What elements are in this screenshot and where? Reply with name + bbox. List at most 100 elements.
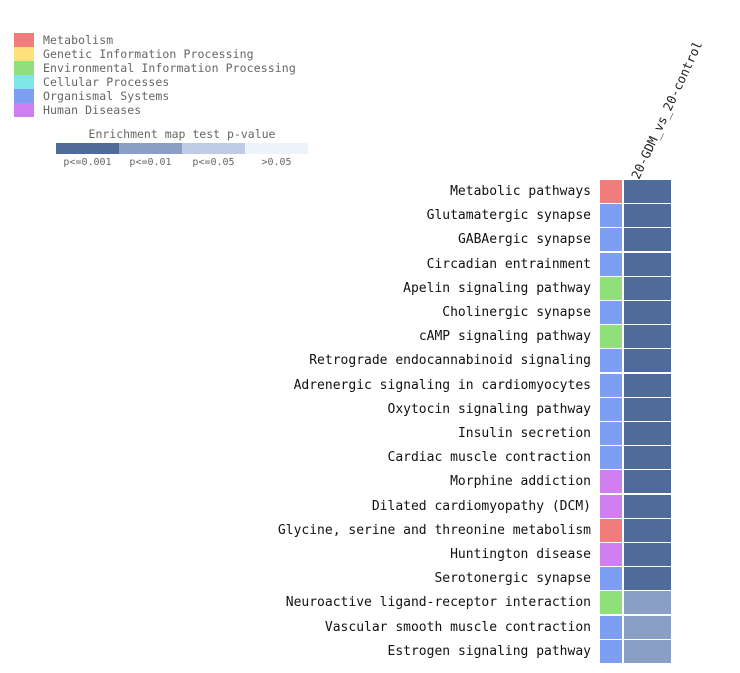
pathway-label: Oxytocin signaling pathway	[387, 401, 592, 417]
legend-label: Organismal Systems	[43, 89, 170, 103]
scale-label: p<=0.01	[129, 157, 172, 168]
category-cell	[600, 276, 624, 301]
heatmap-row: Insulin secretion	[0, 422, 740, 446]
heatmap-row: Oxytocin signaling pathway	[0, 397, 740, 422]
category-cell	[600, 591, 624, 616]
category-cell	[600, 470, 624, 495]
pvalue-cell	[624, 591, 671, 616]
legend-label: Environmental Information Processing	[43, 61, 296, 75]
pvalue-cell	[624, 276, 671, 301]
pathway-label: Serotonergic synapse	[434, 571, 591, 587]
scale-label: p<=0.05	[192, 157, 235, 168]
legend-item: Metabolism	[14, 33, 296, 47]
category-cell	[600, 543, 624, 567]
pvalue-cell	[624, 228, 671, 253]
pathway-label: Morphine addiction	[450, 474, 591, 490]
legend-swatch	[14, 103, 34, 117]
heatmap-row: Estrogen signaling pathway	[0, 639, 740, 664]
pvalue-cell	[624, 494, 671, 519]
heatmap-row: Retrograde endocannabinoid signaling	[0, 349, 740, 374]
pvalue-scale-legend: Enrichment map test p-value p<=0.001 p<=0…	[56, 127, 308, 168]
legend-swatch	[14, 47, 34, 61]
category-cell	[600, 567, 624, 592]
pvalue-cell	[624, 349, 671, 374]
pvalue-cell	[624, 204, 671, 229]
category-cell	[600, 204, 624, 229]
pathway-label: Neuroactive ligand-receptor interaction	[285, 595, 591, 611]
category-cell	[600, 325, 624, 350]
heatmap-row: Adrenergic signaling in cardiomyocytes	[0, 373, 740, 398]
legend-item: Human Diseases	[14, 103, 296, 117]
legend-swatch	[14, 61, 34, 75]
legend-item: Genetic Information Processing	[14, 47, 296, 61]
heatmap-row: cAMP signaling pathway	[0, 325, 740, 350]
legend-item: Organismal Systems	[14, 89, 296, 103]
pvalue-cell	[624, 543, 671, 567]
pvalue-cell	[624, 252, 671, 277]
heatmap-row: Apelin signaling pathway	[0, 276, 740, 301]
legend-item: Environmental Information Processing	[14, 61, 296, 75]
pathway-label: Vascular smooth muscle contraction	[324, 619, 591, 635]
pathway-label: Cardiac muscle contraction	[387, 450, 592, 466]
heatmap-row: Circadian entrainment	[0, 252, 740, 277]
heatmap-row: Huntington disease	[0, 543, 740, 567]
pathway-label: Glycine, serine and threonine metabolism	[277, 522, 591, 538]
heatmap-row: Neuroactive ligand-receptor interaction	[0, 591, 740, 616]
heatmap-row: Serotonergic synapse	[0, 567, 740, 592]
pvalue-cell	[624, 373, 671, 398]
pvalue-cell	[624, 567, 671, 592]
heatmap-row: Glycine, serine and threonine metabolism	[0, 518, 740, 543]
scale-label: >0.05	[261, 157, 292, 168]
pvalue-cell	[624, 422, 671, 446]
legend-label: Genetic Information Processing	[43, 47, 254, 61]
pvalue-cell	[624, 301, 671, 325]
category-cell	[600, 446, 624, 471]
pvalue-cell	[624, 470, 671, 495]
pathway-label: Insulin secretion	[457, 426, 591, 441]
pathway-label: Estrogen signaling pathway	[387, 643, 592, 659]
pvalue-scale-bar	[56, 143, 308, 154]
pathway-label: Cholinergic synapse	[442, 305, 591, 320]
legend-swatch	[14, 75, 34, 89]
heatmap-row: Vascular smooth muscle contraction	[0, 615, 740, 640]
scale-cell	[245, 143, 308, 154]
category-cell	[600, 252, 624, 277]
pathway-label: Adrenergic signaling in cardiomyocytes	[293, 377, 591, 393]
pvalue-cell	[624, 397, 671, 422]
category-cell	[600, 301, 624, 325]
heatmap-row: Morphine addiction	[0, 470, 740, 495]
category-cell	[600, 397, 624, 422]
column-label: 20-GDM_vs_20-control	[628, 38, 706, 182]
category-legend: Metabolism Genetic Information Processing…	[14, 33, 296, 117]
scale-cell	[56, 143, 119, 154]
pathway-label: Circadian entrainment	[426, 256, 591, 272]
heatmap-row: Cholinergic synapse	[0, 301, 740, 325]
category-cell	[600, 422, 624, 446]
heatmap-row: Cardiac muscle contraction	[0, 446, 740, 471]
heatmap-row: Glutamatergic synapse	[0, 204, 740, 229]
scale-cell	[119, 143, 182, 154]
pvalue-scale-labels: p<=0.001 p<=0.01 p<=0.05 >0.05	[56, 157, 308, 168]
heatmap-row: Dilated cardiomyopathy (DCM)	[0, 494, 740, 519]
category-cell	[600, 615, 624, 640]
pathway-label: Apelin signaling pathway	[403, 280, 591, 296]
pathway-label: GABAergic synapse	[457, 232, 591, 248]
legend-swatch	[14, 89, 34, 103]
pvalue-cell	[624, 180, 671, 204]
pathway-label: Retrograde endocannabinoid signaling	[309, 353, 591, 369]
category-cell	[600, 639, 624, 664]
pvalue-cell	[624, 446, 671, 471]
pvalue-scale-title: Enrichment map test p-value	[88, 127, 276, 141]
pathway-label: Glutamatergic synapse	[426, 208, 591, 224]
scale-label: p<=0.001	[63, 157, 112, 168]
pvalue-cell	[624, 518, 671, 543]
category-cell	[600, 228, 624, 253]
heatmap-row: GABAergic synapse	[0, 228, 740, 253]
scale-cell	[182, 143, 245, 154]
heatmap-row: Metabolic pathways	[0, 180, 740, 204]
pathway-label: Huntington disease	[450, 547, 591, 562]
pvalue-cell	[624, 615, 671, 640]
pvalue-cell	[624, 325, 671, 350]
category-cell	[600, 349, 624, 374]
legend-label: Human Diseases	[43, 103, 142, 117]
